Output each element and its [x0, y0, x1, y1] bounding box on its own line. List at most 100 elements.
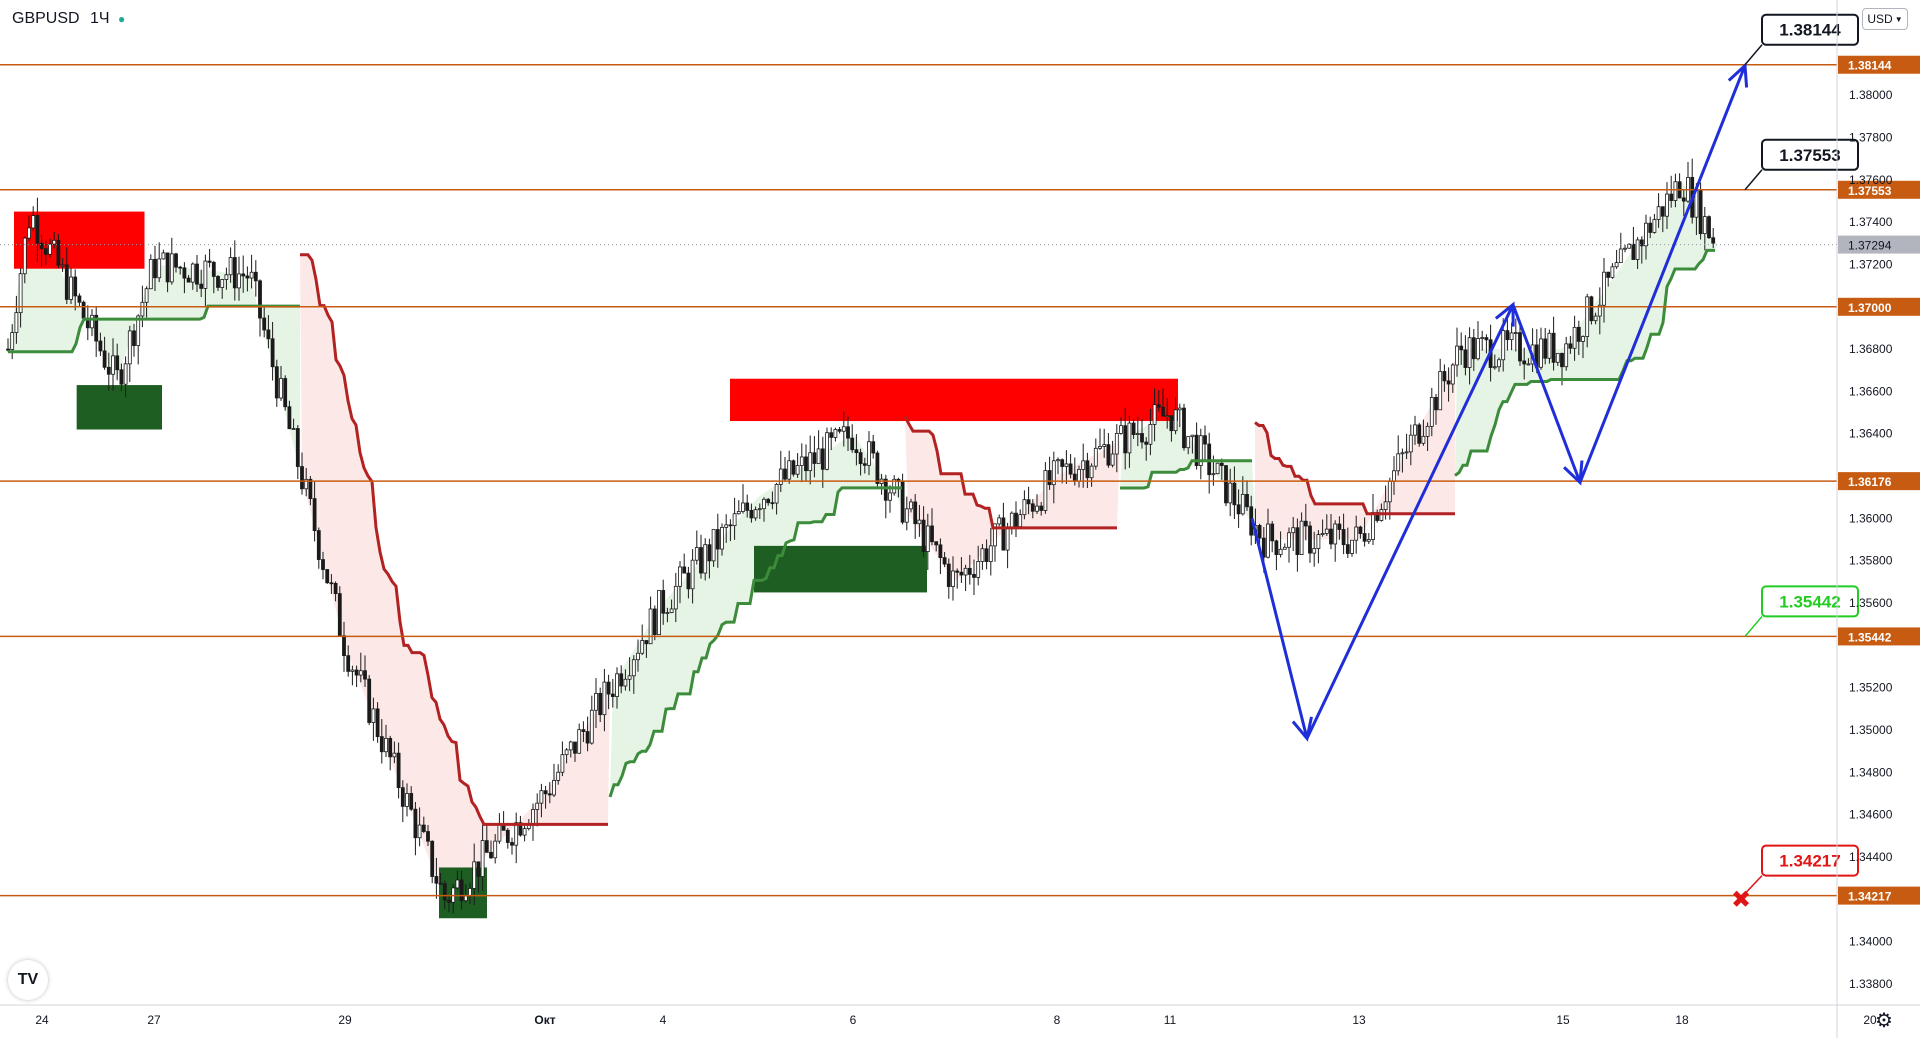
candle-body: [228, 257, 233, 276]
candle-body: [1656, 206, 1661, 220]
currency-selector[interactable]: USD ▼: [1862, 8, 1908, 30]
candle-body: [1337, 523, 1342, 530]
candle-body: [190, 263, 195, 283]
candle-body: [1362, 533, 1367, 542]
chevron-down-icon: ▼: [1894, 14, 1903, 24]
candle-body: [1110, 453, 1115, 466]
candle-body: [1644, 222, 1648, 247]
candle-body: [1589, 296, 1594, 322]
time-axis[interactable]: 24 27 29 Окт 4 6 8 11 13 15 18 20: [35, 1013, 1877, 1027]
candles-layer: [6, 158, 1716, 914]
candle-body: [732, 513, 737, 527]
candle-body: [1278, 548, 1283, 555]
candle-body: [1291, 527, 1296, 534]
gear-icon[interactable]: ⚙: [1875, 1010, 1893, 1032]
candle-body: [295, 428, 300, 467]
candle-body: [484, 840, 489, 853]
candle-body: [573, 741, 577, 754]
candle-body: [1081, 460, 1086, 470]
candle-body: [1177, 407, 1182, 411]
candle-body: [1392, 470, 1396, 482]
candle-body: [1497, 359, 1501, 368]
candle-body: [925, 525, 930, 552]
price-tick-label: 1.35200: [1849, 681, 1893, 695]
tradingview-logo-icon[interactable]: TV: [8, 960, 48, 1000]
candle-body: [31, 215, 36, 229]
candle-body: [342, 635, 346, 657]
candle-body: [745, 502, 750, 511]
candle-body: [249, 271, 254, 279]
candle-body: [232, 257, 237, 289]
candle-body: [241, 273, 246, 277]
candle-body: [1047, 470, 1052, 486]
candle-body: [1152, 404, 1157, 425]
candle-body: [56, 239, 61, 266]
candle-body: [1387, 481, 1392, 503]
demand-zone: [754, 545, 927, 593]
candle-body: [1702, 216, 1707, 235]
candle-body: [1400, 452, 1405, 455]
candle-body: [510, 842, 514, 846]
candle-body: [174, 253, 178, 268]
candle-body: [367, 678, 372, 723]
candle-body: [489, 851, 493, 859]
candle-body: [867, 441, 871, 466]
trend-fill-red-5: [1255, 360, 1455, 540]
candle-body: [627, 675, 632, 680]
candle-body: [993, 523, 997, 547]
candle-body: [539, 790, 544, 804]
candle-body: [602, 681, 607, 716]
candle-body: [493, 840, 498, 859]
candle-body: [1602, 271, 1606, 306]
candle-body: [951, 570, 955, 587]
candle-body: [178, 266, 183, 269]
candle-body: [1681, 197, 1686, 202]
candle-body: [1119, 425, 1123, 434]
symbol-legend[interactable]: GBPUSD 1Ч ●: [12, 10, 125, 28]
candle-body: [955, 570, 960, 573]
candle-body: [1539, 338, 1543, 368]
candle-body: [459, 879, 464, 902]
candle-body: [804, 456, 808, 472]
candle-body: [1450, 364, 1455, 385]
candle-body: [405, 793, 409, 807]
candle-body: [1102, 444, 1107, 447]
candle-body: [132, 330, 136, 346]
candle-body: [153, 258, 157, 279]
time-tick-label: 15: [1556, 1013, 1570, 1027]
candle-body: [1425, 425, 1430, 437]
candle-body: [94, 314, 99, 342]
candle-body: [430, 840, 435, 877]
price-tick-label: 1.34600: [1849, 808, 1893, 822]
price-axis[interactable]: 1.38144 1.37553 1.37000 1.36176 1.35442 1.342…: [1838, 55, 1920, 991]
time-tick-label: 20: [1863, 1013, 1877, 1027]
time-tick-label: 13: [1352, 1013, 1366, 1027]
price-tick-label: 1.36400: [1849, 427, 1893, 441]
currency-label: USD: [1867, 12, 1893, 26]
candle-body: [1261, 537, 1266, 558]
candle-body: [909, 501, 913, 510]
candle-body: [644, 640, 649, 645]
candle-body: [1232, 482, 1237, 506]
candle-body: [1417, 424, 1422, 444]
price-tick-label: 1.35600: [1849, 596, 1893, 610]
candle-body: [253, 271, 258, 282]
candle-body: [1421, 435, 1426, 444]
trend-line-red-3: [903, 415, 1117, 530]
candle-body: [426, 831, 430, 842]
candle-body: [1156, 404, 1161, 408]
arrow-head: [1727, 62, 1749, 88]
trend-line-red-1: [300, 253, 608, 826]
candle-body: [1413, 424, 1417, 436]
candle-body: [883, 478, 888, 501]
candle-body: [27, 227, 31, 239]
candle-body: [1484, 337, 1489, 341]
candle-body: [589, 709, 594, 744]
candle-body: [1408, 434, 1413, 453]
candle-body: [783, 468, 787, 480]
candle-body: [1039, 505, 1044, 511]
price-tick-label: 1.34400: [1849, 850, 1893, 864]
candle-body: [1568, 343, 1573, 349]
candle-body: [665, 612, 670, 615]
